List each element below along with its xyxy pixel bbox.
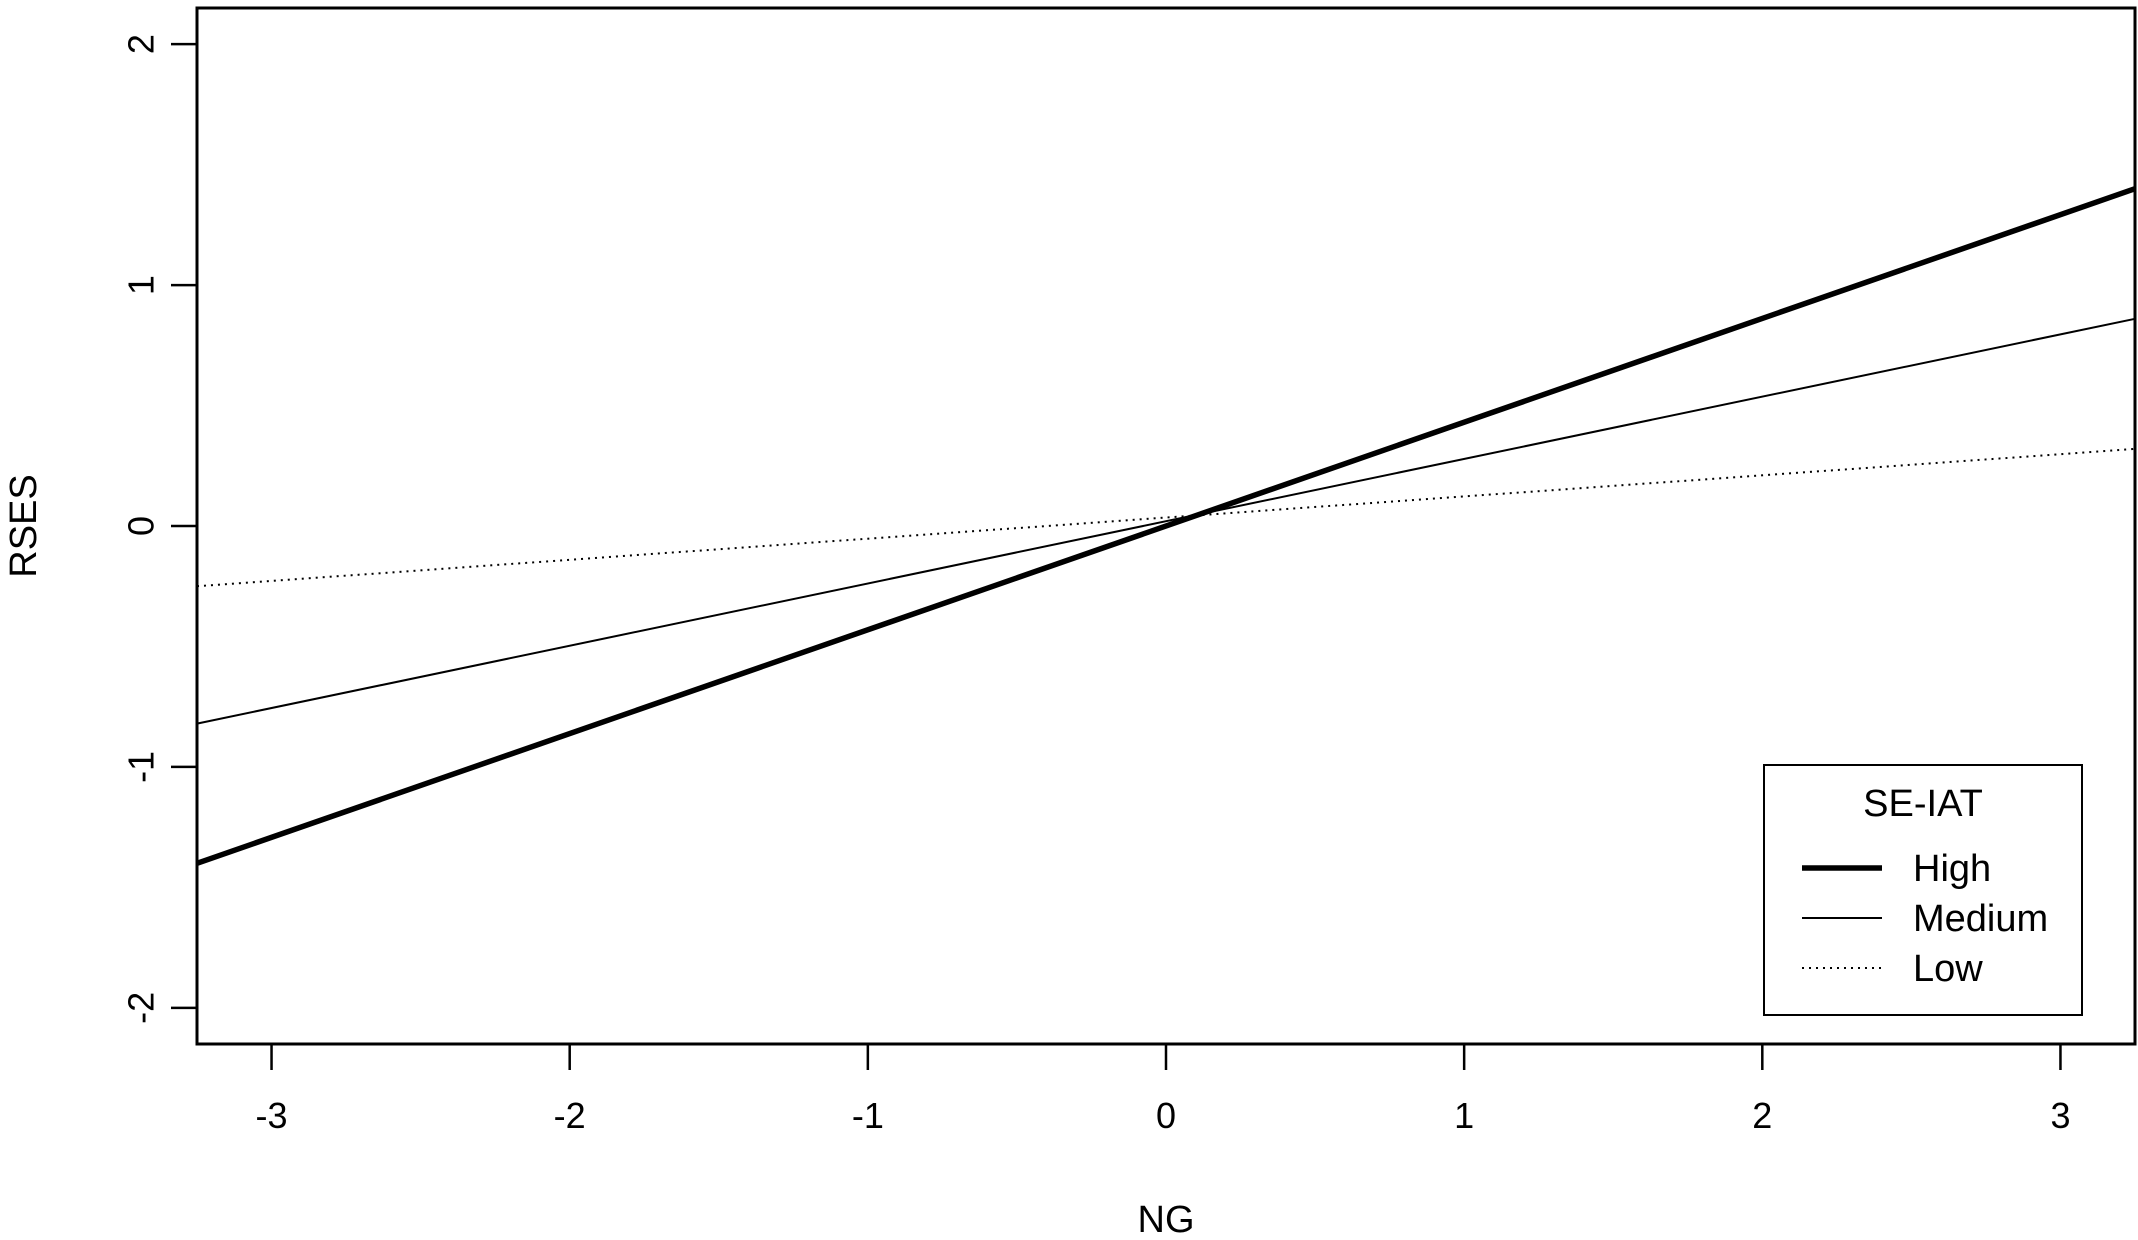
legend-label-low: Low — [1913, 948, 1983, 990]
legend-label-medium: Medium — [1913, 898, 2048, 940]
x-tick-label: 0 — [1156, 1095, 1176, 1136]
series-line-high — [196, 186, 2136, 866]
x-tick-label: 1 — [1454, 1095, 1474, 1136]
legend-entries: High Medium Low — [1802, 848, 2048, 990]
x-tick-label: -3 — [256, 1095, 288, 1136]
x-tick-label: -1 — [852, 1095, 884, 1136]
y-tick-label: -1 — [121, 751, 162, 783]
legend-label-high: High — [1913, 848, 1991, 890]
y-tick-label: 0 — [121, 516, 162, 536]
series-line-medium — [196, 317, 2136, 725]
x-axis: -3 -2 -1 0 1 2 3 — [256, 1044, 2070, 1136]
legend-title: SE-IAT — [1863, 783, 1983, 825]
y-axis-label: RSES — [3, 474, 45, 577]
x-axis-label: NG — [1138, 1199, 1195, 1240]
legend: SE-IAT High Medium Low — [1763, 764, 2083, 1016]
x-tick-label: -2 — [554, 1095, 586, 1136]
x-tick-label: 3 — [2050, 1095, 2070, 1136]
series-line-low — [196, 447, 2136, 588]
x-tick-label: 2 — [1752, 1095, 1772, 1136]
y-tick-label: -2 — [121, 992, 162, 1024]
y-tick-label: 2 — [121, 34, 162, 54]
y-axis: -2 -1 0 1 2 — [121, 34, 197, 1024]
y-tick-label: 1 — [121, 275, 162, 295]
series-layer — [196, 186, 2136, 866]
legend-box — [1763, 764, 2083, 1016]
